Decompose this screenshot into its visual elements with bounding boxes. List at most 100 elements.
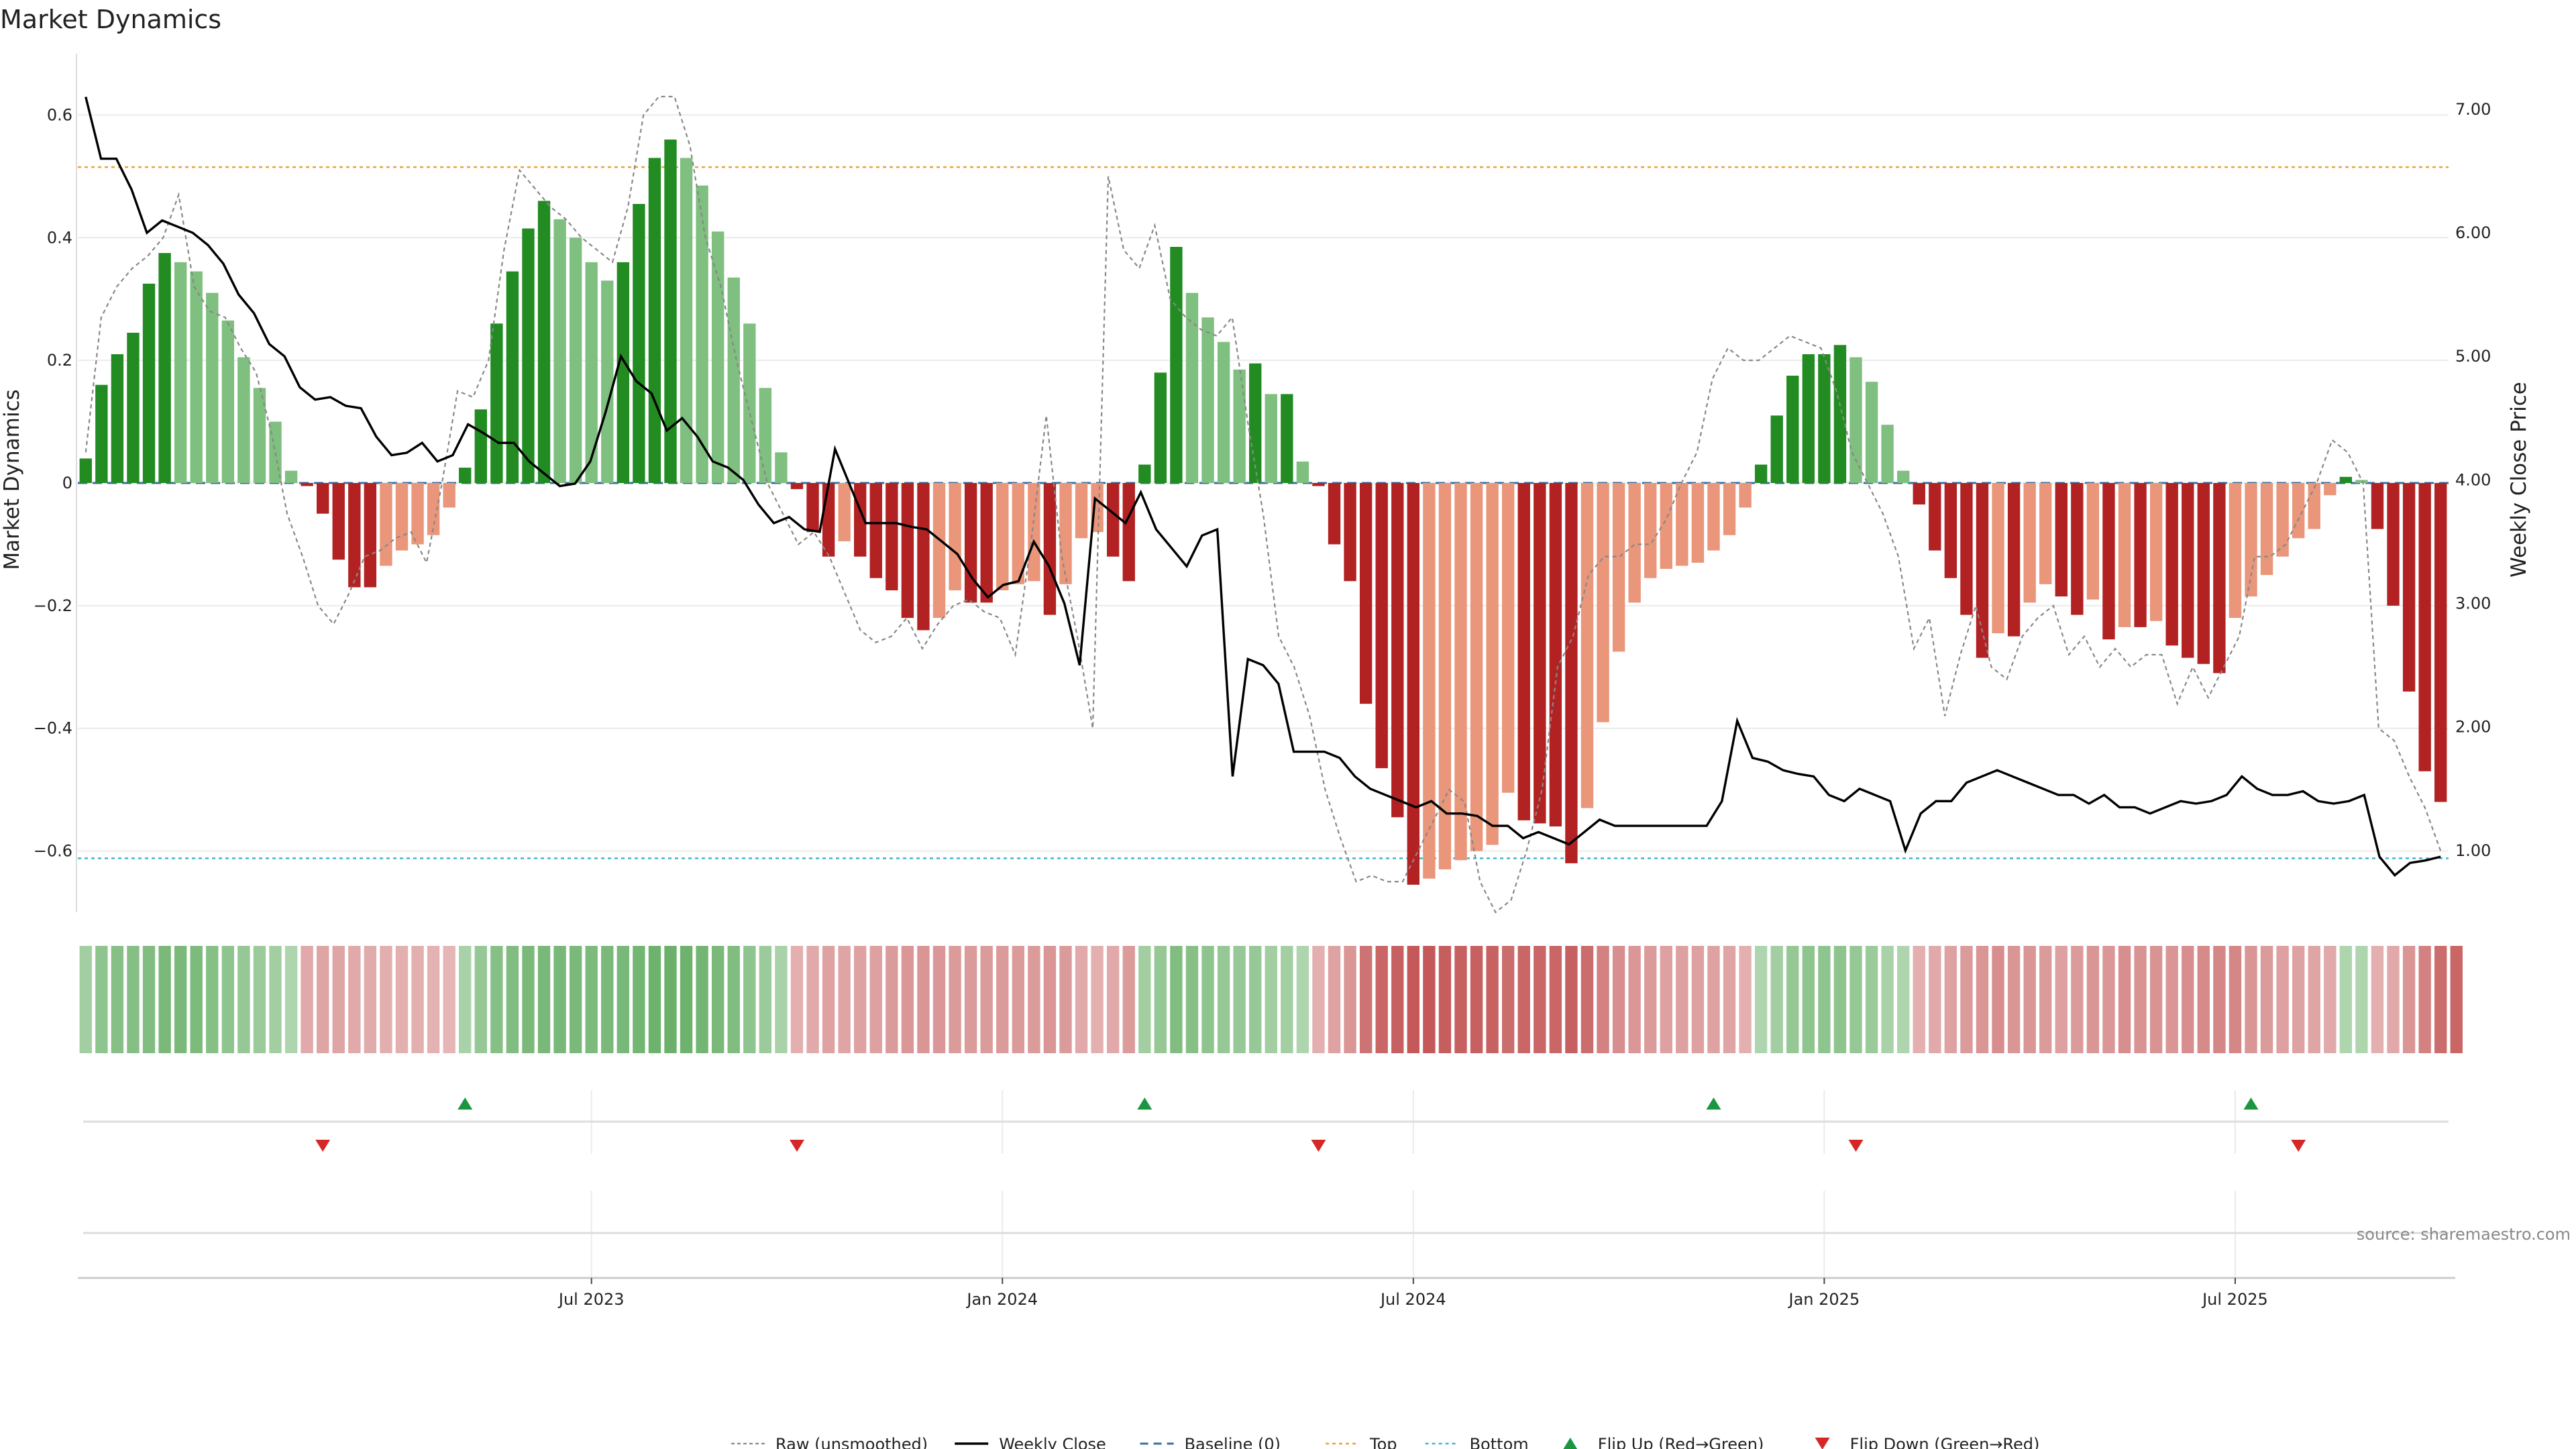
- heatmap-cell: [537, 946, 551, 1053]
- market-dynamics-bar: [1739, 483, 1752, 508]
- market-dynamics-bar: [1138, 464, 1151, 483]
- right-tick-label: 2.00: [2455, 718, 2491, 737]
- market-dynamics-bar: [1438, 483, 1452, 869]
- market-dynamics-bar: [838, 483, 851, 541]
- legend-label: Raw (unsmoothed): [775, 1435, 928, 1449]
- heatmap-cell: [696, 946, 708, 1053]
- legend-item: Bottom: [1425, 1435, 1529, 1449]
- heatmap-cell: [1470, 946, 1483, 1053]
- heatmap-cell: [364, 946, 377, 1053]
- heatmap-cell: [854, 946, 867, 1053]
- axes-layer: 0.6 0.4 0.2 0 −0.2 −0.4 −0.6 7.00 6.00 5.00 4.00 3.…: [34, 54, 2491, 912]
- chart-title: Market Dynamics: [0, 5, 221, 34]
- raw-unsmoothed-line: [85, 95, 2442, 914]
- x-tick-label: Jan 2025: [1788, 1290, 1860, 1309]
- grid-layer: [78, 114, 2449, 852]
- heatmap-cell: [1691, 946, 1705, 1053]
- market-dynamics-bar: [711, 231, 724, 483]
- market-dynamics-bar: [2039, 483, 2052, 584]
- heatmap-cell: [1517, 946, 1530, 1053]
- heatmap-cell: [348, 946, 361, 1053]
- x-tick-label: Jul 2024: [1379, 1290, 1446, 1309]
- left-axis-label: Market Dynamics: [0, 389, 24, 570]
- left-tick-label: 0.4: [47, 228, 72, 247]
- market-dynamics-bar: [1059, 483, 1072, 584]
- market-dynamics-bar: [2387, 483, 2400, 606]
- legend-swatch-flip-up: [1563, 1438, 1578, 1449]
- heatmap-cell: [980, 946, 993, 1053]
- heatmap-cell: [1028, 946, 1040, 1053]
- heatmap-cell: [2450, 946, 2463, 1053]
- right-tick-label: 1.00: [2455, 841, 2491, 860]
- heatmap-cell: [332, 946, 345, 1053]
- heatmap-cell: [1328, 946, 1341, 1053]
- market-dynamics-bar: [1170, 247, 1183, 483]
- market-dynamics-bar: [1534, 483, 1546, 824]
- market-dynamics-bar: [1644, 483, 1657, 578]
- heatmap-cell: [964, 946, 977, 1053]
- legend-label: Flip Up (Red→Green): [1598, 1435, 1764, 1449]
- heatmap-cell: [427, 946, 440, 1053]
- market-dynamics-bar: [1754, 464, 1768, 483]
- market-dynamics-bar: [775, 452, 788, 483]
- heatmap-cell: [2308, 946, 2320, 1053]
- heatmap-cell: [1597, 946, 1609, 1053]
- market-dynamics-bar: [190, 271, 203, 483]
- market-dynamics-bar: [616, 262, 630, 483]
- market-dynamics-bar: [1249, 363, 1262, 483]
- heatmap-cell: [284, 946, 298, 1053]
- market-dynamics-bar: [221, 320, 235, 483]
- heatmap-cell: [1676, 946, 1688, 1053]
- market-dynamics-bar: [411, 483, 424, 545]
- market-dynamics-bar: [790, 483, 804, 490]
- heatmap-cell: [1786, 946, 1799, 1053]
- heatmap-cell: [2355, 946, 2368, 1053]
- x-tick-label: Jan 2024: [965, 1290, 1038, 1309]
- market-dynamics-bar: [506, 271, 519, 483]
- market-dynamics-bar: [727, 277, 740, 483]
- heatmap-cell: [1486, 946, 1499, 1053]
- heatmap-cell: [127, 946, 140, 1053]
- right-tick-label: 7.00: [2455, 100, 2491, 119]
- legend-item: Baseline (0): [1140, 1435, 1281, 1449]
- market-dynamics-bar: [111, 354, 124, 483]
- heatmap-cell: [1660, 946, 1672, 1053]
- heatmap-cell: [2402, 946, 2416, 1053]
- flip-up-marker: [2243, 1097, 2259, 1110]
- heatmap-cell: [1154, 946, 1167, 1053]
- market-dynamics-bar: [1929, 483, 1941, 551]
- heatmap-cell: [111, 946, 124, 1053]
- market-dynamics-bar: [869, 483, 882, 578]
- market-dynamics-bar: [2149, 483, 2163, 621]
- heatmap-cell: [648, 946, 661, 1053]
- heatmap-cell: [206, 946, 219, 1053]
- market-dynamics-bar: [142, 283, 156, 483]
- heatmap-cell: [711, 946, 724, 1053]
- market-dynamics-bar: [569, 237, 582, 483]
- market-dynamics-bar: [1992, 483, 2004, 633]
- heatmap-cell: [1849, 946, 1862, 1053]
- market-dynamics-bar: [1896, 470, 1910, 483]
- market-dynamics-bar: [633, 204, 645, 483]
- market-dynamics-bar: [1359, 483, 1373, 704]
- market-dynamics-bar: [332, 483, 345, 560]
- left-tick-label: 0: [62, 474, 72, 492]
- market-dynamics-bar: [601, 280, 614, 483]
- heatmap-cell: [1138, 946, 1151, 1053]
- market-dynamics-bar: [79, 458, 92, 483]
- flip-down-marker: [2291, 1140, 2306, 1152]
- heatmap-cell: [1059, 946, 1072, 1053]
- legend: Raw (unsmoothed) Weekly Close Baseline (0)…: [731, 1435, 2039, 1449]
- market-dynamics-bar: [2102, 483, 2115, 640]
- right-tick-label: 6.00: [2455, 223, 2491, 242]
- heatmap-cell: [2071, 946, 2084, 1053]
- heatmap-cell: [158, 946, 171, 1053]
- market-dynamics-bar: [2245, 483, 2257, 597]
- heatmap-cell: [190, 946, 203, 1053]
- heatmap-cell: [2102, 946, 2115, 1053]
- heatmap-cell: [932, 946, 946, 1053]
- heatmap-cell: [1865, 946, 1878, 1053]
- market-dynamics-bar: [1312, 483, 1325, 486]
- heatmap-cell: [142, 946, 156, 1053]
- market-dynamics-bar: [664, 140, 677, 483]
